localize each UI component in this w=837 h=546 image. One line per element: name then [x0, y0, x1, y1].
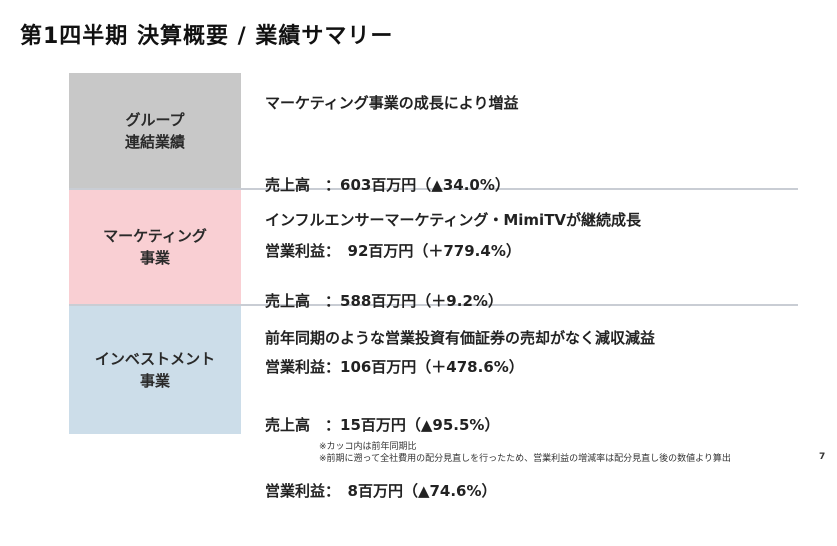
segment-label-marketing: マーケティング 事業: [69, 190, 241, 304]
summary-row-marketing: マーケティング 事業 インフルエンサーマーケティング・MimiTVが継続成長 売…: [69, 190, 798, 376]
segment-label-group: グループ 連結業績: [69, 73, 241, 188]
segment-detail: マーケティング事業の成長により増益 売上高 ：603百万円（▲34.0%） 営業…: [241, 73, 798, 260]
segment-label-line: 事業: [139, 372, 170, 390]
segment-detail: 前年同期のような営業投資有価証券の売却がなく減収減益 売上高 ：15百万円（▲9…: [241, 306, 798, 500]
segment-metrics: 売上高 ：588百万円（＋9.2%） 営業利益：106百万円（＋478.6%）: [265, 246, 524, 422]
sales-metric: 売上高 ：603百万円（▲34.0%）: [265, 176, 510, 194]
sales-metric: 売上高 ：588百万円（＋9.2%）: [265, 292, 503, 310]
segment-metrics: 売上高 ：603百万円（▲34.0%） 営業利益： 92百万円（＋779.4%）: [265, 130, 521, 306]
segment-label-investment: インベストメント 事業: [69, 306, 241, 434]
segment-detail: インフルエンサーマーケティング・MimiTVが継続成長 売上高 ：588百万円（…: [241, 190, 798, 376]
segment-headline: インフルエンサーマーケティング・MimiTVが継続成長: [265, 211, 642, 229]
operating-profit-metric: 営業利益： 8百万円（▲74.6%）: [265, 482, 497, 500]
segment-label-line: インベストメント: [94, 350, 216, 368]
segment-headline: 前年同期のような営業投資有価証券の売却がなく減収減益: [265, 329, 656, 347]
segment-label-line: マーケティング: [103, 227, 207, 245]
segment-label-line: 連結業績: [124, 132, 185, 151]
segment-label-line: グループ: [125, 110, 185, 129]
segment-label-line: 事業: [139, 249, 170, 267]
summary-row-investment: インベストメント 事業 前年同期のような営業投資有価証券の売却がなく減収減益 売…: [69, 306, 798, 500]
footnote: ※前期に遡って全社費用の配分見直しを行ったため、営業利益の増減率は配分見直し後の…: [319, 454, 731, 464]
operating-profit-metric: 営業利益：106百万円（＋478.6%）: [265, 358, 524, 376]
footnote: ※カッコ内は前年同期比: [319, 442, 417, 452]
summary-row-group: グループ 連結業績 マーケティング事業の成長により増益 売上高 ：603百万円（…: [69, 73, 798, 260]
footnotes: ※カッコ内は前年同期比 ※前期に遡って全社費用の配分見直しを行ったため、営業利益…: [319, 441, 731, 465]
summary-table: グループ 連結業績 マーケティング事業の成長により増益 売上高 ：603百万円（…: [69, 73, 798, 500]
sales-metric: 売上高 ：15百万円（▲95.5%）: [265, 416, 500, 434]
operating-profit-metric: 営業利益： 92百万円（＋779.4%）: [265, 242, 521, 260]
page-number: 7: [819, 452, 826, 462]
page-title: 第1四半期 決算概要 / 業績サマリー: [20, 24, 394, 49]
segment-headline: マーケティング事業の成長により増益: [265, 94, 519, 112]
